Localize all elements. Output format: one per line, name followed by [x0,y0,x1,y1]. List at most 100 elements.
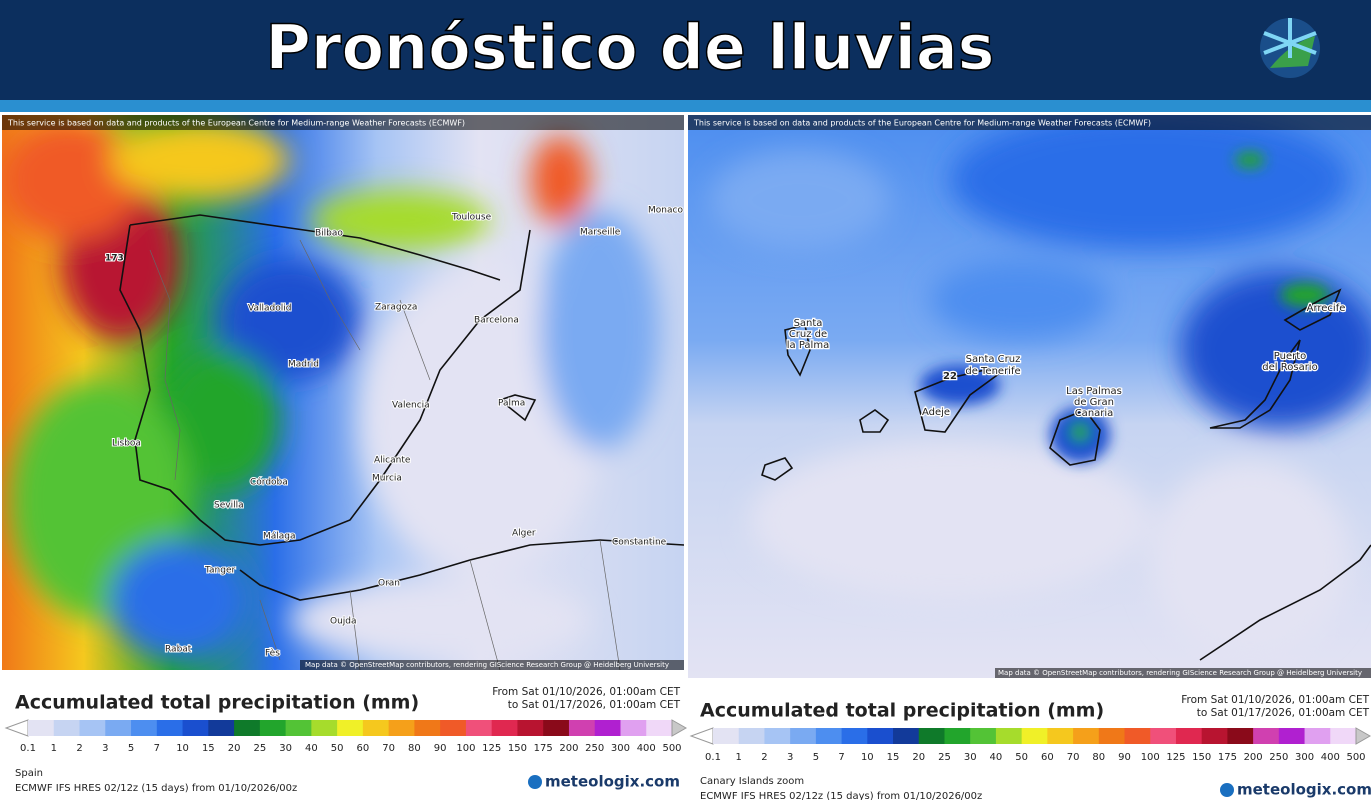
map-spain [2,115,684,670]
map-value: 22 [943,371,957,382]
map-canary [688,115,1371,678]
date-from: From Sat 01/10/2026, 01:00am CET [1181,694,1369,706]
city: Barcelona [474,316,519,326]
city: Zaragoza [375,303,417,313]
notice: This service is based on data and produc… [693,119,1151,128]
city: Constantine [612,538,667,548]
scale-label: 80 [408,743,421,754]
scale-label: 125 [482,743,501,754]
scale-swatch [543,720,570,736]
legends: Accumulated total precipitation (mm) From… [4,686,1371,800]
scale-swatch [646,720,673,736]
scale-swatch [53,720,81,736]
scale-label: 7 [838,752,844,763]
scale-label: 20 [912,752,925,763]
city: Las Palmas [1066,386,1122,397]
notice-bg [688,115,1371,130]
scale-swatch [1227,728,1254,744]
notice: This service is based on data and produc… [7,119,465,128]
scale-swatch [620,720,647,736]
scale-label: 150 [1192,752,1211,763]
date-to: to Sat 01/17/2026, 01:00am CET [1197,707,1370,719]
scale-label: 50 [1015,752,1028,763]
scale-label: 2 [761,752,767,763]
scale-label: 70 [1067,752,1080,763]
scale-label: 10 [861,752,874,763]
scale-swatch [1098,728,1126,744]
scale-label: 250 [585,743,604,754]
city: Alicante [374,456,411,466]
map-value: 173 [105,254,124,264]
scale-swatch [1047,728,1074,744]
scale-arrow [1355,727,1371,745]
scale-swatch [995,728,1023,744]
brand: meteologix.com [545,773,680,791]
scale-swatch [414,720,441,736]
scale-label: 125 [1166,752,1185,763]
city: Monaco [648,206,683,216]
scale-label: 175 [1218,752,1237,763]
scale-label: 150 [508,743,527,754]
scale-label: 300 [611,743,630,754]
city: Rabat [165,645,192,655]
scale-label: 30 [279,743,292,754]
scale-label: 3 [787,752,793,763]
scale-label: 30 [964,752,977,763]
city: Sevilla [214,501,244,511]
city: Oujda [330,617,357,627]
city: Adeje [922,407,950,418]
map-labels: 173 Bilbao Toulouse Marseille Monaco Val… [104,205,684,660]
scale-label: 400 [1321,752,1340,763]
scale-label: 7 [154,743,160,754]
scale-swatch [362,720,390,736]
attribution-bg [300,660,684,670]
city: de Gran [1074,397,1114,408]
scale-swatch [465,720,493,736]
city: Málaga [263,532,296,542]
city: Madrid [288,360,319,370]
city: Santa [794,318,823,329]
brand: meteologix.com [1237,781,1371,799]
scale-swatch [738,728,765,744]
scale-swatch [1253,728,1280,744]
scale-label: 25 [253,743,266,754]
notice-bg [2,115,684,130]
scale-swatch [713,728,740,744]
scale-swatch [568,720,596,736]
city: Arrecife [1307,303,1346,314]
scale-swatch [1124,728,1151,744]
scale-label: 400 [637,743,656,754]
scale-swatch [790,728,817,744]
scale-swatch [208,720,235,736]
scale-swatch [867,728,894,744]
scale-label: 200 [559,743,578,754]
scale-label: 3 [102,743,108,754]
scale-swatch [1201,728,1228,744]
city: Canaria [1075,408,1114,419]
scale-label: 100 [1141,752,1160,763]
scale-swatch [259,720,287,736]
city: Tanger [204,566,235,576]
scale-label: 175 [534,743,553,754]
scale-swatch [893,728,920,744]
scale-arrow [4,719,29,737]
scale-swatch [1278,728,1306,744]
scale-swatch [918,728,945,744]
city: de Tenerife [965,366,1020,377]
date-from: From Sat 01/10/2026, 01:00am CET [492,686,680,698]
city: Valladolid [248,304,291,314]
scale-label: 200 [1244,752,1263,763]
scale-swatch [79,720,106,736]
scale-label: 1 [51,743,57,754]
scale-swatch [491,720,518,736]
scale-label: 20 [228,743,241,754]
scale-label: 50 [331,743,344,754]
scale-swatch [234,720,261,736]
attribution: Map data © OpenStreetMap contributors, r… [305,661,669,669]
city: Alger [512,529,536,539]
scale-swatch [131,720,158,736]
scale-swatch [1330,728,1357,744]
city: Palma [498,399,525,409]
scale-swatch [594,720,621,736]
